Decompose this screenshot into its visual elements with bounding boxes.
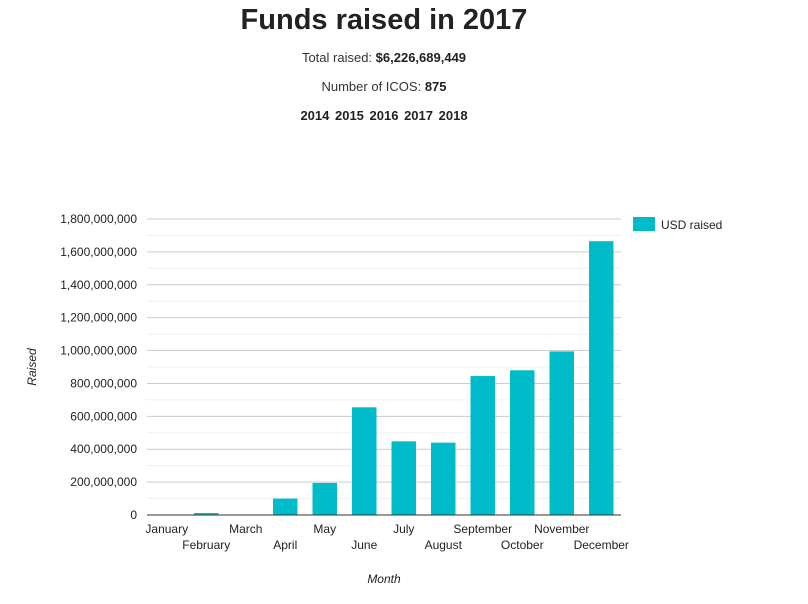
page-title: Funds raised in 2017 [240, 4, 528, 36]
ico-count-value: 875 [424, 79, 447, 94]
y-tick-label: 1,800,000,000 [60, 212, 137, 226]
y-tick-label: 1,600,000,000 [60, 245, 137, 259]
y-tick-label: 200,000,000 [70, 475, 137, 489]
ico-count-stat: Number of ICOS: 875 [0, 79, 768, 94]
year-selector: 2014 2015 2016 2017 2018 [0, 108, 768, 123]
total-raised-label: Total raised: [301, 50, 373, 65]
y-axis-title: Raised [25, 348, 39, 386]
x-tick-label: November [534, 522, 589, 536]
x-tick-label: October [501, 538, 544, 552]
bar-september[interactable] [470, 376, 495, 515]
x-tick-label: July [393, 522, 414, 536]
bar-august[interactable] [431, 442, 456, 515]
y-tick-label: 1,200,000,000 [60, 311, 137, 325]
legend-swatch [633, 217, 655, 231]
bar-april[interactable] [273, 498, 298, 515]
year-link-2016[interactable]: 2016 [369, 108, 399, 123]
bar-july[interactable] [391, 441, 416, 515]
year-link-2015[interactable]: 2015 [334, 108, 364, 123]
x-tick-label: April [273, 538, 297, 552]
x-tick-label: May [313, 522, 336, 536]
x-tick-label: June [351, 538, 377, 552]
x-tick-label: February [182, 538, 230, 552]
y-tick-label: 800,000,000 [70, 376, 137, 390]
bar-february[interactable] [194, 513, 219, 515]
total-raised-stat: Total raised: $6,226,689,449 [0, 50, 768, 65]
y-tick-label: 0 [130, 508, 137, 522]
year-link-2014[interactable]: 2014 [300, 108, 330, 123]
y-tick-label: 600,000,000 [70, 409, 137, 423]
bar-december[interactable] [589, 241, 614, 515]
total-raised-value: $6,226,689,449 [375, 50, 467, 65]
bar-november[interactable] [549, 351, 574, 515]
ico-count-label: Number of ICOS: [321, 79, 422, 94]
x-axis-title: Month [367, 572, 401, 586]
year-link-2018[interactable]: 2018 [438, 108, 468, 123]
x-tick-label: December [574, 538, 629, 552]
y-tick-label: 1,000,000,000 [60, 344, 137, 358]
bar-may[interactable] [312, 482, 337, 515]
x-tick-label: September [453, 522, 512, 536]
x-tick-label: January [145, 522, 188, 536]
x-tick-label: March [229, 522, 262, 536]
legend-label: USD raised [661, 218, 722, 232]
bar-june[interactable] [352, 407, 377, 515]
x-tick-label: August [425, 538, 463, 552]
bar-october[interactable] [510, 370, 535, 515]
y-tick-label: 1,400,000,000 [60, 278, 137, 292]
year-link-2017[interactable]: 2017 [404, 108, 433, 123]
y-tick-label: 400,000,000 [70, 442, 137, 456]
